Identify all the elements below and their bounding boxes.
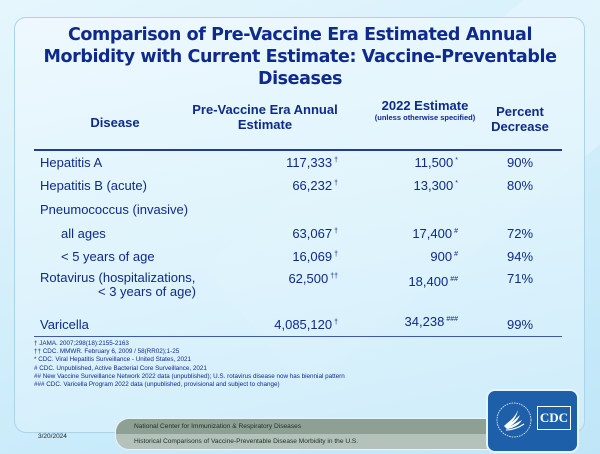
disease-name: Pneumococcus (invasive)	[40, 202, 189, 217]
header-percent-decrease: Percent Decrease	[491, 104, 549, 134]
current-value: 18,400 ##	[408, 274, 458, 289]
footnote: † JAMA. 2007;298(18):2155-2163	[34, 340, 129, 347]
footnote: ## New Vaccine Surveillance Network 2022…	[34, 372, 345, 380]
table-row: Hepatitis B (acute) 66,232 † 13,300 * 80%	[0, 178, 600, 198]
header-current-estimate: 2022 Estimate (unless otherwise specifie…	[370, 98, 480, 123]
pre-vaccine-value: 16,069 †	[292, 249, 338, 264]
table-row: Hepatitis A 117,333 † 11,500 * 90%	[0, 155, 600, 175]
header-current-label: 2022 Estimate	[381, 98, 469, 113]
disease-name: Varicella	[40, 317, 89, 332]
current-value: 900 #	[430, 249, 458, 264]
table-top-rule	[34, 149, 562, 151]
current-value: 34,238 ###	[404, 314, 458, 329]
cdc-logo: CDC	[486, 389, 579, 453]
percent-decrease: 80%	[506, 178, 534, 193]
table-bottom-rule	[34, 336, 562, 337]
footer-center-name: National Center for Immunization & Respi…	[116, 419, 491, 434]
table-row: Pneumococcus (invasive)	[0, 202, 600, 222]
percent-decrease: 99%	[506, 317, 534, 332]
current-value: 13,300 *	[413, 178, 459, 193]
slide-panel	[14, 17, 585, 433]
percent-decrease: 72%	[506, 226, 534, 241]
disease-name: Rotavirus (hospitalizations, < 3 years o…	[40, 270, 196, 299]
cdc-wordmark: CDC	[537, 406, 571, 430]
footer-subtitle: Historical Comparisons of Vaccine-Preven…	[116, 434, 491, 449]
footnotes: † JAMA. 2007;298(18):2155-2163 †† CDC. M…	[34, 340, 345, 389]
header-disease: Disease	[90, 115, 140, 130]
disease-subgroup: < 5 years of age	[61, 249, 155, 264]
footer-banner: National Center for Immunization & Respi…	[115, 418, 492, 450]
percent-decrease: 71%	[506, 271, 534, 286]
footnote: ### CDC. Varicella Program 2022 data (un…	[34, 381, 280, 389]
pre-vaccine-value: 4,085,120 †	[274, 317, 338, 332]
slide-title: Comparison of Pre-Vaccine Era Estimated …	[43, 25, 557, 89]
footnote: # CDC. Unpublished, Active Bacterial Cor…	[34, 364, 207, 372]
footnote: * CDC. Viral Hepatitis Surveillance - Un…	[34, 356, 192, 364]
footnote: †† CDC. MMWR. February 6, 2009 / 58(RR02…	[34, 348, 180, 356]
percent-decrease: 94%	[506, 249, 534, 264]
disease-subgroup: all ages	[61, 226, 106, 241]
pre-vaccine-value: 117,333 †	[286, 155, 338, 170]
current-value: 17,400 #	[412, 226, 458, 241]
disease-name: Hepatitis A	[40, 155, 103, 170]
header-current-sub: (unless otherwise specified)	[374, 113, 476, 122]
current-value: 11,500 *	[414, 155, 458, 170]
table-row: all ages 63,067 † 17,400 # 72%	[0, 226, 600, 246]
hhs-eagle-icon	[496, 402, 532, 438]
pre-vaccine-value: 66,232 †	[292, 178, 338, 193]
table-row: Rotavirus (hospitalizations, < 3 years o…	[0, 271, 600, 305]
pre-vaccine-value: 62,500 ††	[288, 271, 338, 286]
slide-date: 3/20/2024	[38, 433, 67, 440]
percent-decrease: 90%	[506, 155, 534, 170]
table-row: < 5 years of age 16,069 † 900 # 94%	[0, 249, 600, 269]
table-row: Varicella 4,085,120 † 34,238 ### 99%	[0, 314, 600, 337]
disease-name: Hepatitis B (acute)	[40, 178, 147, 193]
pre-vaccine-value: 63,067 †	[292, 226, 338, 241]
header-pre-vaccine: Pre-Vaccine Era Annual Estimate	[192, 102, 338, 132]
